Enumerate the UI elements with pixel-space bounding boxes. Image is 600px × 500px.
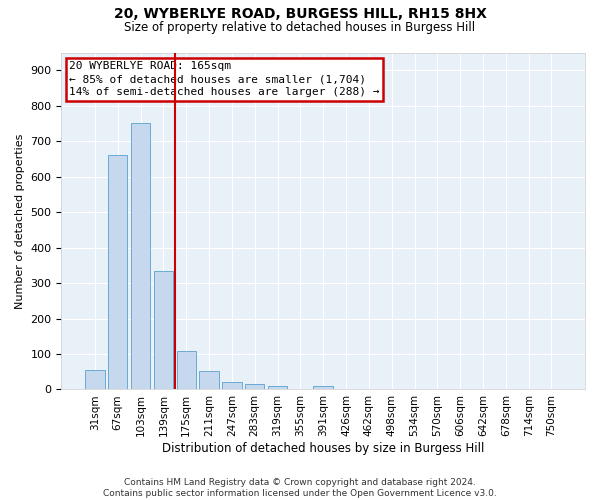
Bar: [313, 386, 333, 390]
Bar: [85, 370, 104, 390]
Bar: [268, 386, 287, 390]
Text: Contains HM Land Registry data © Crown copyright and database right 2024.
Contai: Contains HM Land Registry data © Crown c…: [103, 478, 497, 498]
Bar: [199, 371, 219, 390]
Bar: [176, 351, 196, 390]
Text: Size of property relative to detached houses in Burgess Hill: Size of property relative to detached ho…: [124, 21, 476, 34]
Bar: [154, 270, 173, 390]
Text: 20, WYBERLYE ROAD, BURGESS HILL, RH15 8HX: 20, WYBERLYE ROAD, BURGESS HILL, RH15 8H…: [113, 8, 487, 22]
Y-axis label: Number of detached properties: Number of detached properties: [15, 134, 25, 308]
Bar: [245, 384, 265, 390]
Bar: [131, 124, 150, 390]
X-axis label: Distribution of detached houses by size in Burgess Hill: Distribution of detached houses by size …: [162, 442, 484, 455]
Text: 20 WYBERLYE ROAD: 165sqm
← 85% of detached houses are smaller (1,704)
14% of sem: 20 WYBERLYE ROAD: 165sqm ← 85% of detach…: [69, 61, 380, 98]
Bar: [108, 156, 127, 390]
Bar: [222, 382, 242, 390]
